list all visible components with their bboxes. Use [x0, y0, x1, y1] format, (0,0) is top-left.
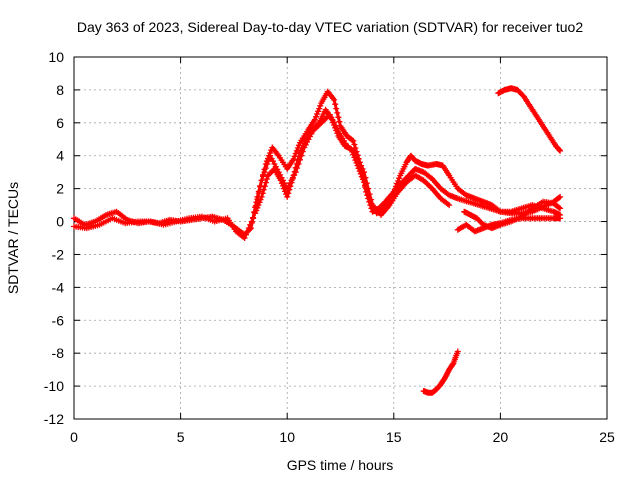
- plot-frame: [73, 56, 608, 420]
- x-tick-label: 25: [599, 429, 615, 445]
- x-axis-label: GPS time / hours: [287, 457, 394, 473]
- y-tick-label: -10: [44, 378, 64, 394]
- y-tick-label: -8: [52, 345, 65, 361]
- series-trace: [73, 113, 451, 240]
- series-sat-c: [252, 106, 564, 218]
- chart-title: Day 363 of 2023, Sidereal Day-to-day VTE…: [77, 19, 584, 35]
- y-tick-label: 6: [56, 115, 64, 131]
- x-axis: 0 5 10 15 20 25: [70, 57, 615, 445]
- data-series: [71, 85, 564, 396]
- series-trace: [422, 350, 460, 395]
- series-trace: [463, 200, 561, 230]
- x-tick-label: 10: [279, 429, 295, 445]
- y-tick-label: -6: [52, 312, 65, 328]
- y-tick-label: 0: [56, 214, 64, 230]
- grid: [74, 57, 607, 419]
- series-trace: [253, 108, 561, 217]
- x-tick-label: 20: [493, 429, 509, 445]
- y-axis: -12 -10 -8 -6 -4 -2 0 2 4 6 8 10: [44, 49, 607, 427]
- y-tick-label: -2: [52, 246, 65, 262]
- series-sat-e: [461, 198, 564, 232]
- y-tick-label: 8: [56, 82, 64, 98]
- x-tick-label: 5: [177, 429, 185, 445]
- y-tick-label: 4: [56, 148, 64, 164]
- series-sat-f: [495, 85, 564, 154]
- y-tick-label: -12: [44, 411, 64, 427]
- y-tick-label: -4: [52, 279, 65, 295]
- series-trace: [497, 86, 562, 152]
- x-tick-label: 15: [386, 429, 402, 445]
- x-tick-label: 0: [70, 429, 78, 445]
- y-tick-label: 2: [56, 181, 64, 197]
- series-sat-g: [420, 348, 461, 396]
- y-tick-label: 10: [48, 49, 64, 65]
- y-axis-label: SDTVAR / TECUs: [5, 182, 21, 294]
